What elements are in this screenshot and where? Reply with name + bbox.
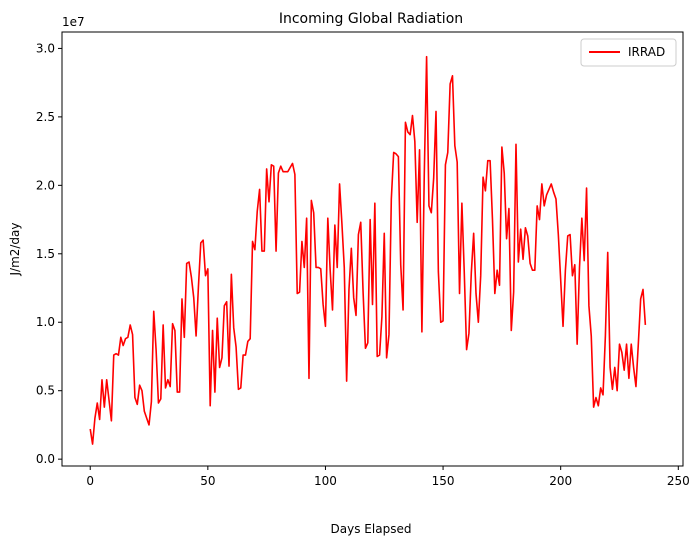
y-tick-label: 2.0 xyxy=(36,178,55,192)
y-axis-offset-label: 1e7 xyxy=(62,15,85,29)
legend-box xyxy=(580,38,677,67)
chart-title: Incoming Global Radiation xyxy=(279,11,463,27)
y-tick-label: 1.0 xyxy=(36,315,55,329)
x-tick-label: 50 xyxy=(200,474,215,488)
legend: IRRAD xyxy=(580,38,677,67)
x-tick-label: 250 xyxy=(667,474,690,488)
y-tick-label: 2.5 xyxy=(36,110,55,124)
y-tick-label: 0.5 xyxy=(36,384,55,398)
legend-label: IRRAD xyxy=(628,45,665,59)
x-tick-label: 100 xyxy=(314,474,337,488)
plot-background xyxy=(62,32,683,466)
y-tick-label: 0.0 xyxy=(36,452,55,466)
y-tick-label: 3.0 xyxy=(36,41,55,55)
y-axis-label: J/m2/day xyxy=(8,222,22,276)
x-axis-label: Days Elapsed xyxy=(331,522,412,536)
x-tick-label: 200 xyxy=(549,474,572,488)
plot-frame xyxy=(61,31,684,467)
x-axis-ticks: 0 50 100 150 200 250 xyxy=(86,466,690,488)
plot-area xyxy=(61,31,684,467)
series-line-irrad xyxy=(89,55,647,445)
series-layer xyxy=(89,55,647,445)
y-tick-label: 1.5 xyxy=(36,247,55,261)
y-axis-ticks: 0.0 0.5 1.0 1.5 2.0 2.5 3.0 xyxy=(36,41,62,466)
x-tick-label: 150 xyxy=(432,474,455,488)
x-tick-label: 0 xyxy=(86,474,94,488)
